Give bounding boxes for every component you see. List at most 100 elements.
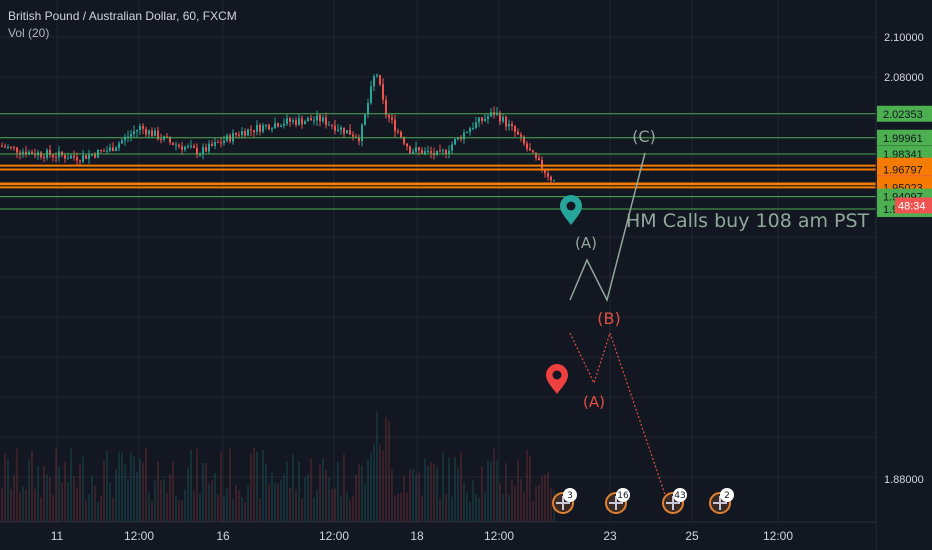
price-level-tag[interactable] [877,105,932,122]
volume-bar [490,461,492,522]
candle-body [220,142,222,144]
symbol-title[interactable]: British Pound / Australian Dollar, 60, F… [8,9,237,23]
candle-body [394,119,396,132]
volume-bar [466,492,468,522]
badge-count-bubble [563,488,577,502]
volume-bar [232,499,234,522]
candle-body [382,84,384,100]
candle-body [334,125,336,131]
candle-body [112,147,114,152]
candle-body [229,135,231,142]
candle-body [22,151,24,154]
volume-bar [382,450,384,522]
volume-bar [460,452,462,522]
bearish-wave-path [569,331,673,516]
volume-bar [166,493,168,522]
candle-body [379,74,381,85]
candle-body [301,118,303,125]
candle-body [508,123,510,127]
volume-bar [31,451,33,522]
volume-bar [496,460,498,522]
volume-bar [58,466,60,522]
candle-body [484,118,486,121]
volume-bar [319,464,321,522]
volume-bar [385,417,387,522]
candle-body [265,124,267,126]
volume-bar [253,447,255,522]
candle-body [523,136,525,144]
volume-bar [205,463,207,522]
candle-body [451,144,453,151]
candle-body [205,147,207,152]
volume-bar [532,501,534,522]
location-pin-icon-hole [566,201,576,211]
volume-bar [391,469,393,522]
candle-body [235,133,237,135]
location-pin-icon [560,195,582,225]
volume-bar [103,460,105,522]
candle-body [172,142,174,145]
event-badge[interactable]: 16 [605,488,630,514]
candle-body [412,151,414,154]
volume-bar [472,479,474,522]
volume-legend[interactable]: Vol (20) [8,26,50,40]
volume-bar [541,475,543,522]
candle-body [277,123,279,127]
candle-body [274,123,276,129]
candle-body [367,103,369,115]
annotation-text: HM Calls buy 108 am PST [626,210,870,232]
volume-bar [28,459,30,522]
candle-body [340,127,342,130]
volume-bar [40,497,42,522]
volume-bar [214,473,216,522]
candle-body [310,118,312,121]
volume-bar [394,495,396,522]
volume-bar [424,458,426,522]
volume-bar [283,473,285,522]
candle-body [364,114,366,125]
candle-body [352,134,354,137]
price-tick-label: 2.10000 [884,32,924,44]
volume-bar [169,473,171,522]
price-level-label: 1.99961 [883,133,923,145]
volume-bar [289,487,291,522]
candle-body [373,76,375,87]
candle-body [193,145,195,148]
volume-bar [322,458,324,522]
volume-bar [148,492,150,522]
candle-body [283,123,285,126]
volume-bar [502,493,504,522]
volume-bar [157,461,159,522]
volume-bar [403,475,405,522]
wave-label-a-up: (A) [575,234,597,252]
candle-body [355,136,357,138]
candle-body [481,117,483,121]
volume-bar [388,420,390,522]
volume-bar [418,472,420,522]
volume-bar [7,459,9,522]
candle-body [184,147,186,150]
candle-body [280,125,282,127]
event-badge[interactable]: 43 [662,488,687,514]
volume-bar [340,496,342,522]
event-badge[interactable]: 2 [709,488,734,514]
candle-body [130,133,132,137]
volume-bar [298,461,300,522]
candle-body [202,147,204,155]
volume-bar [46,474,48,522]
candle-body [55,156,57,158]
price-level-tag[interactable] [877,129,932,146]
price-level-tag[interactable] [877,161,932,178]
candle-body [307,118,309,122]
event-badge[interactable]: 3 [552,488,577,514]
volume-bar [202,463,204,522]
volume-bar [343,454,345,522]
volume-bar [271,472,273,522]
candle-body [445,150,447,154]
candle-body [472,127,474,129]
candle-body [526,143,528,149]
volume-bar [256,451,258,522]
candle-body [25,151,27,155]
volume-bar [304,477,306,522]
